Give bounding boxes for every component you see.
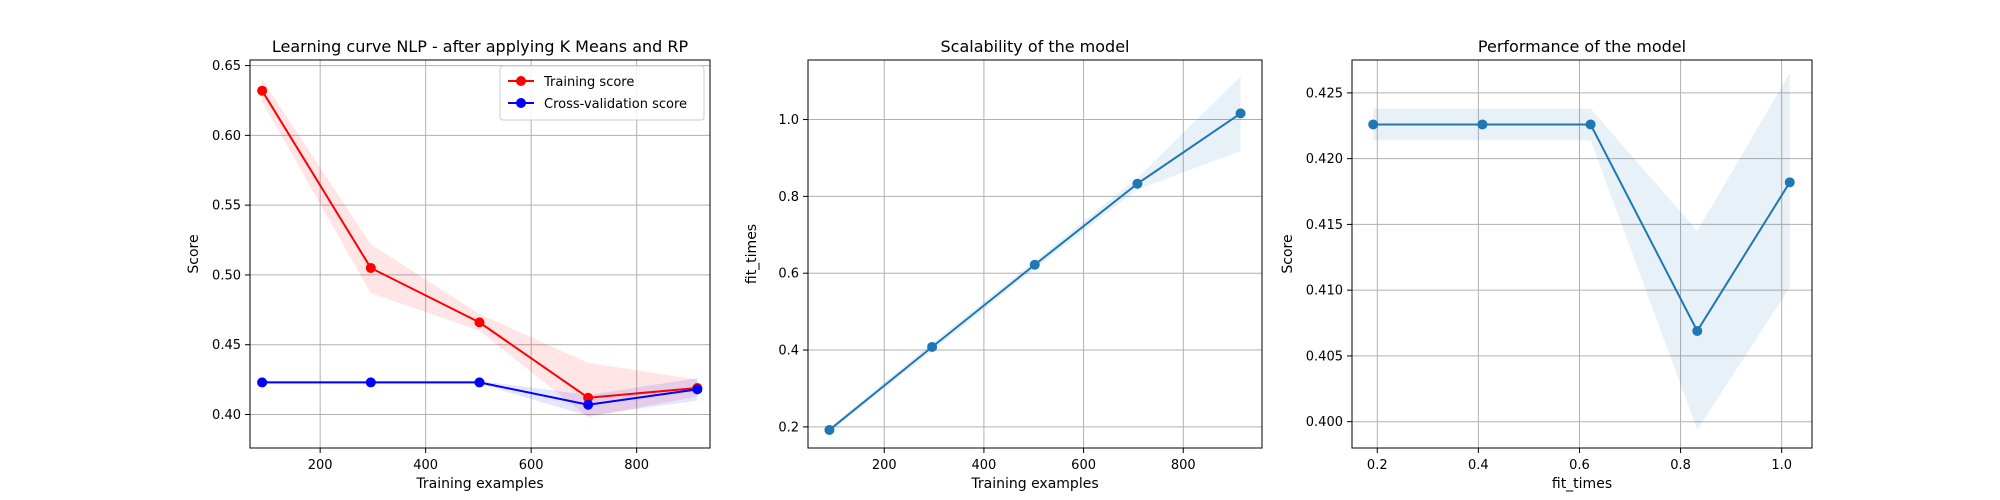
series-0-point bbox=[1692, 325, 1703, 336]
x-axis-label: fit_times bbox=[1552, 476, 1612, 492]
series-0-point bbox=[1368, 119, 1379, 130]
legend-label: Training score bbox=[543, 75, 634, 90]
x-tick-label: 0.2 bbox=[1367, 458, 1388, 473]
plot-frame bbox=[807, 59, 1263, 449]
x-tick-label: 400 bbox=[413, 458, 438, 473]
y-tick-label: 0.2 bbox=[778, 420, 799, 435]
y-tick-label: 0.40 bbox=[212, 408, 241, 423]
x-tick-label: 1.0 bbox=[1771, 458, 1792, 473]
plot-frame bbox=[249, 59, 711, 449]
legend-label: Cross-validation score bbox=[544, 97, 687, 112]
series-0-point bbox=[1132, 178, 1143, 189]
y-tick-label: 0.420 bbox=[1306, 152, 1343, 167]
legend-frame bbox=[499, 65, 705, 121]
series-0-point bbox=[1784, 177, 1795, 188]
series-1-point bbox=[474, 377, 485, 388]
series-1-point bbox=[257, 377, 268, 388]
x-tick-label: 200 bbox=[308, 458, 333, 473]
series-0-band bbox=[262, 79, 698, 418]
x-axis-label: Training examples bbox=[970, 476, 1098, 492]
y-tick-label: 0.8 bbox=[778, 190, 799, 205]
x-axis-label: Training examples bbox=[415, 476, 543, 492]
performance-chart: 0.2 0.4 0.6 0.8 1.0 0.400 0.405 0.410 0.415 0.420… bbox=[1280, 37, 1813, 492]
series-0-point bbox=[824, 424, 835, 435]
y-tick-label: 0.65 bbox=[212, 59, 241, 74]
y-tick-label: 0.50 bbox=[212, 268, 241, 283]
y-tick-label: 0.410 bbox=[1306, 284, 1343, 299]
x-tick-label: 0.6 bbox=[1569, 458, 1590, 473]
series-0-point bbox=[474, 317, 485, 328]
series-1-point bbox=[692, 384, 703, 395]
series-0-point bbox=[365, 262, 376, 273]
y-tick-label: 0.415 bbox=[1306, 218, 1343, 233]
series-0-point bbox=[583, 392, 594, 403]
x-tick-label: 800 bbox=[624, 458, 649, 473]
series-0-point bbox=[1235, 108, 1246, 119]
series-0-point bbox=[1029, 259, 1040, 270]
legend-swatch-marker bbox=[516, 98, 526, 108]
x-tick-label: 600 bbox=[519, 458, 544, 473]
x-tick-label: 0.4 bbox=[1468, 458, 1489, 473]
x-tick-label: 0.8 bbox=[1670, 458, 1691, 473]
x-tick-label: 400 bbox=[972, 458, 997, 473]
plot-frame bbox=[1351, 59, 1813, 449]
legend: Training score Cross-validation score bbox=[499, 65, 705, 121]
y-tick-label: 1.0 bbox=[778, 113, 799, 128]
chart-title: Performance of the model bbox=[1478, 37, 1686, 56]
series-0-point bbox=[257, 85, 268, 96]
series-0-line bbox=[261, 90, 698, 399]
chart-title: Learning curve NLP - after applying K Me… bbox=[272, 37, 689, 56]
y-axis-label: Score bbox=[1280, 234, 1296, 273]
chart-title: Scalability of the model bbox=[941, 37, 1130, 56]
x-tick-label: 600 bbox=[1071, 458, 1096, 473]
y-axis-label: Score bbox=[186, 234, 202, 273]
y-tick-label: 0.6 bbox=[778, 267, 799, 282]
series-1-point bbox=[583, 399, 594, 410]
legend-swatch-marker bbox=[516, 76, 526, 86]
series-0-point bbox=[1477, 119, 1488, 130]
series-0-band bbox=[1373, 73, 1790, 430]
y-tick-label: 0.45 bbox=[212, 338, 241, 353]
y-tick-label: 0.425 bbox=[1306, 86, 1343, 101]
y-axis-label: fit_times bbox=[744, 224, 760, 284]
y-tick-label: 0.400 bbox=[1306, 415, 1343, 430]
series-0-point bbox=[1585, 119, 1596, 130]
y-tick-label: 0.4 bbox=[778, 344, 799, 359]
y-tick-label: 0.405 bbox=[1306, 349, 1343, 364]
scalability-chart: 200 400 600 800 0.2 0.4 0.6 0.8 1.0 Scalability o… bbox=[744, 37, 1263, 492]
series-1-point bbox=[365, 377, 376, 388]
x-tick-label: 800 bbox=[1171, 458, 1196, 473]
x-tick-label: 200 bbox=[872, 458, 897, 473]
learning-curve-chart: 200 400 600 800 0.40 0.45 0.50 0.55 0.60 0.65 Lear… bbox=[186, 37, 711, 492]
series-0-point bbox=[927, 341, 938, 352]
y-tick-label: 0.55 bbox=[212, 199, 241, 214]
y-tick-label: 0.60 bbox=[212, 129, 241, 144]
